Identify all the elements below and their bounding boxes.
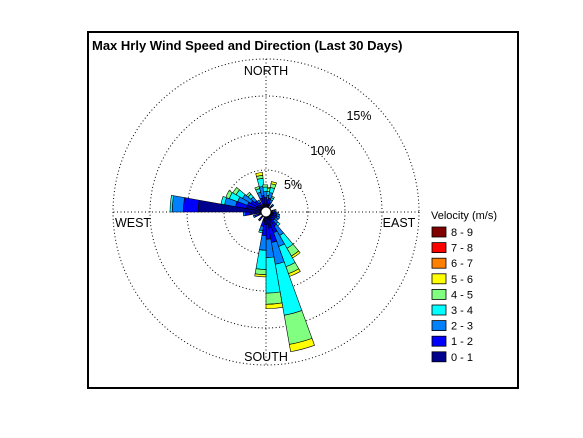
petal-185-bin-3: [255, 249, 267, 270]
petal-175-bin-4: [265, 291, 283, 305]
petal-358-bin-2: [263, 191, 268, 198]
petal-45-bin-2: [271, 203, 275, 207]
petal-265-bin-1: [245, 211, 251, 216]
petal-305-bin-4: [232, 186, 240, 196]
center-hole: [260, 206, 272, 218]
petal-185-bin-2: [259, 234, 267, 251]
petal-175-bin-5: [265, 302, 284, 310]
legend-swatch-3: [431, 273, 447, 285]
legend-swatch-2: [431, 257, 447, 269]
direction-label-south: SOUTH: [244, 350, 288, 364]
legend-swatch-6: [431, 320, 447, 332]
petal-80-bin-2: [274, 208, 277, 212]
petal-185-bin-5: [254, 273, 267, 278]
legend-label-4: 4 - 5: [451, 289, 473, 301]
legend-label-7: 1 - 2: [451, 336, 473, 348]
petal-265-bin-2: [242, 211, 247, 217]
ring-5: [223, 169, 309, 255]
legend-swatch-1: [431, 242, 447, 254]
petal-220-bin-2: [257, 218, 262, 222]
petal-315-bin-4: [245, 191, 252, 198]
legend-swatch-0: [431, 226, 447, 238]
ring-label-0: 5%: [284, 178, 302, 192]
petal-250-bin-2: [252, 214, 256, 218]
legend-swatch-5: [431, 304, 447, 316]
legend-label-8: 0 - 1: [451, 352, 473, 364]
petal-165-bin-5: [289, 338, 315, 353]
petal-358-bin-0: [264, 203, 267, 208]
petal-295-bin-4: [225, 190, 233, 200]
petal-15-bin-5: [270, 181, 277, 186]
petal-275-bin-1: [182, 197, 200, 213]
ring-label-2: 15%: [346, 109, 371, 123]
ring-label-1: 10%: [310, 144, 335, 158]
ring-15: [149, 95, 383, 329]
direction-label-north: NORTH: [244, 64, 288, 78]
legend-label-1: 7 - 8: [451, 243, 473, 255]
legend-label-5: 3 - 4: [451, 305, 473, 317]
petal-165-bin-4: [283, 310, 313, 345]
legend-label-3: 5 - 6: [451, 274, 473, 286]
petal-275-bin-3: [169, 194, 174, 213]
legend-swatch-7: [431, 335, 447, 347]
petal-195-bin-3: [258, 229, 264, 234]
petal-325-bin-2: [256, 199, 261, 205]
petal-275-bin-2: [171, 195, 185, 213]
legend-label-6: 2 - 3: [451, 321, 473, 333]
legend-label-0: 8 - 9: [451, 227, 473, 239]
legend-title: Velocity (m/s): [431, 210, 497, 222]
legend-swatch-4: [431, 288, 447, 300]
legend-label-2: 6 - 7: [451, 258, 473, 270]
legend-swatch-8: [431, 351, 447, 363]
direction-label-east: EAST: [383, 216, 416, 230]
petal-358-bin-1: [263, 197, 268, 204]
petal-358-bin-4: [262, 184, 268, 188]
direction-label-west: WEST: [115, 216, 151, 230]
petal-115-bin-2: [275, 215, 281, 220]
petal-285-bin-3: [220, 195, 227, 206]
petal-25-bin-4: [270, 195, 275, 200]
petal-358-bin-3: [262, 186, 268, 192]
chart-title: Max Hrly Wind Speed and Direction (Last …: [92, 38, 403, 53]
petal-350-bin-5: [255, 172, 264, 177]
